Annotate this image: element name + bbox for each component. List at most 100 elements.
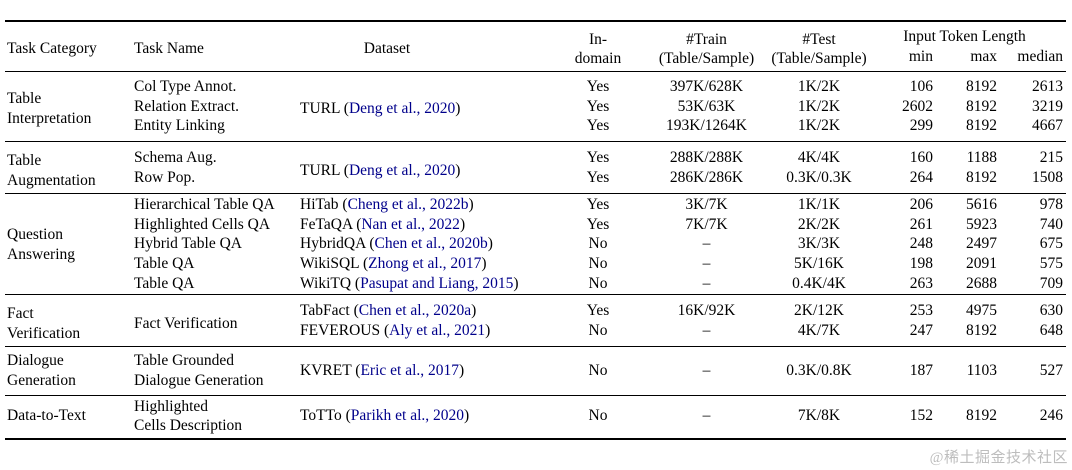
task-category-cell: Data-to-Text: [7, 407, 86, 425]
dataset-cell: KVRETEric et al., 2017: [298, 347, 546, 395]
task-name-cell: Relation Extract.: [134, 97, 240, 115]
train-count-cell: –: [702, 362, 711, 380]
in-domain-cell: Yes: [586, 168, 610, 186]
watermark: @稀土掘金技术社区: [929, 450, 1068, 466]
group-table-interpretation: Table Interpretation Col Type Annot. TUR…: [5, 72, 1067, 142]
median-tokens-cell: 527: [1039, 362, 1064, 380]
median-tokens-cell: 675: [1039, 235, 1064, 253]
train-count-cell: 7K/7K: [685, 215, 728, 233]
test-count-cell: 1K/2K: [797, 97, 841, 115]
citation-link[interactable]: Deng et al., 2020: [340, 162, 461, 179]
task-name-cell: Highlighted Cells Description: [134, 397, 243, 435]
citation-link[interactable]: Cheng et al., 2022b: [339, 196, 474, 213]
max-tokens-cell: 2091: [966, 254, 997, 272]
max-tokens-cell: 1188: [966, 148, 997, 166]
median-tokens-cell: 648: [1039, 321, 1064, 339]
in-domain-cell: No: [588, 321, 608, 339]
max-tokens-cell: 2497: [966, 235, 997, 253]
table-row: FEVEROUSAly et al., 2021 No – 4K/7K 247 …: [5, 321, 1066, 347]
min-tokens-cell: 206: [909, 196, 933, 214]
dataset-name: HybridQA: [300, 235, 366, 253]
citation-link[interactable]: Chen et al., 2020a: [350, 302, 477, 319]
median-tokens-cell: 4667: [1032, 117, 1064, 135]
dataset-name: FeTaQA: [300, 215, 353, 233]
task-category-cell: Table Augmentation: [7, 151, 96, 189]
train-count-cell: –: [702, 235, 711, 253]
median-tokens-cell: 630: [1039, 302, 1064, 320]
citation-link[interactable]: Nan et al., 2022: [352, 216, 465, 233]
citation-link[interactable]: Eric et al., 2017: [351, 362, 464, 379]
train-count-cell: 288K/288K: [669, 148, 744, 166]
min-tokens-cell: 106: [909, 78, 933, 96]
min-tokens-cell: 247: [909, 321, 933, 339]
citation-link[interactable]: Aly et al., 2021: [380, 322, 490, 339]
min-tokens-cell: 248: [909, 235, 933, 253]
min-tokens-cell: 152: [909, 407, 933, 425]
in-domain-cell: Yes: [586, 97, 610, 115]
task-name-cell: Table QA: [134, 274, 195, 292]
min-tokens-cell: 2602: [902, 97, 933, 115]
dataset-cell: WikiSQLZhong et al., 2017: [298, 254, 546, 274]
median-tokens-cell: 3219: [1032, 97, 1064, 115]
in-domain-cell: Yes: [586, 117, 610, 135]
task-name-cell: Fact Verification: [134, 314, 238, 332]
task-name-cell: Row Pop.: [134, 168, 196, 186]
dataset-name: KVRET: [300, 362, 352, 380]
citation-link[interactable]: Parikh et al., 2020: [342, 407, 469, 424]
dataset-cell: TabFactChen et al., 2020a: [298, 295, 546, 321]
citation-link[interactable]: Chen et al., 2020b: [365, 235, 492, 252]
task-name-cell: Schema Aug.: [134, 148, 217, 166]
task-name-cell: Table Grounded Dialogue Generation: [134, 352, 264, 389]
dataset-cell: TURLDeng et al., 2020: [298, 72, 546, 142]
col-header-dataset: Dataset: [363, 40, 411, 58]
citation-link[interactable]: Zhong et al., 2017: [359, 255, 486, 272]
group-table-augmentation: Table Augmentation Schema Aug. TURLDeng …: [5, 141, 1067, 194]
train-count-cell: 286K/286K: [669, 168, 744, 186]
max-tokens-cell: 5616: [966, 196, 997, 214]
dataset-cell: HiTabCheng et al., 2022b: [298, 194, 546, 215]
group-fact-verification: Fact Verification Fact Verification TabF…: [5, 295, 1067, 347]
min-tokens-cell: 261: [909, 215, 933, 233]
train-count-cell: 193K/1264K: [666, 117, 747, 135]
min-tokens-cell: 299: [909, 117, 933, 135]
task-category-cell: Question Answering: [7, 226, 76, 263]
min-tokens-cell: 263: [909, 274, 933, 292]
train-count-cell: –: [702, 274, 711, 292]
table-row: Data-to-Text Highlighted Cells Descripti…: [5, 395, 1066, 439]
dataset-cell: FEVEROUSAly et al., 2021: [298, 321, 546, 347]
col-header-test: #Test (Table/Sample): [771, 30, 867, 68]
max-tokens-cell: 8192: [966, 407, 997, 425]
table-row: Table QA WikiSQLZhong et al., 2017 No – …: [5, 254, 1066, 274]
train-count-cell: 3K/7K: [685, 196, 728, 214]
group-question-answering: Question Answering Hierarchical Table QA…: [5, 194, 1067, 295]
dataset-name: TURL: [300, 100, 340, 118]
max-tokens-cell: 8192: [966, 168, 997, 186]
task-category-cell: Dialogue Generation: [7, 352, 76, 389]
median-tokens-cell: 740: [1039, 215, 1064, 233]
dataset-name: HiTab: [300, 196, 339, 214]
in-domain-cell: No: [588, 407, 608, 425]
col-header-max: max: [970, 47, 997, 65]
table-row: Table QA WikiTQPasupat and Liang, 2015 N…: [5, 274, 1066, 295]
train-count-cell: –: [702, 321, 711, 339]
datasets-table: Task Category Task Name Dataset In- doma…: [5, 20, 1067, 440]
group-dialogue-generation: Dialogue Generation Table Grounded Dialo…: [5, 347, 1067, 395]
median-tokens-cell: 215: [1039, 148, 1064, 166]
task-category-cell: Table Interpretation: [7, 90, 92, 128]
citation-link[interactable]: Pasupat and Liang, 2015: [351, 275, 518, 292]
test-count-cell: 2K/2K: [797, 215, 841, 233]
max-tokens-cell: 8192: [966, 97, 997, 115]
max-tokens-cell: 1103: [966, 362, 997, 380]
train-count-cell: 53K/63K: [677, 97, 736, 115]
dataset-cell: WikiTQPasupat and Liang, 2015: [298, 274, 546, 295]
citation-link[interactable]: Deng et al., 2020: [340, 100, 461, 117]
max-tokens-cell: 8192: [966, 321, 997, 339]
in-domain-cell: Yes: [586, 302, 610, 320]
table-row: Entity Linking Yes 193K/1264K 1K/2K 299 …: [5, 116, 1066, 141]
table-row: Highlighted Cells QA FeTaQANan et al., 2…: [5, 215, 1066, 235]
median-tokens-cell: 246: [1039, 407, 1064, 425]
task-name-cell: Col Type Annot.: [134, 78, 237, 96]
median-tokens-cell: 2613: [1032, 78, 1064, 96]
task-category-cell: Fact Verification: [7, 305, 81, 342]
median-tokens-cell: 1508: [1032, 168, 1064, 186]
